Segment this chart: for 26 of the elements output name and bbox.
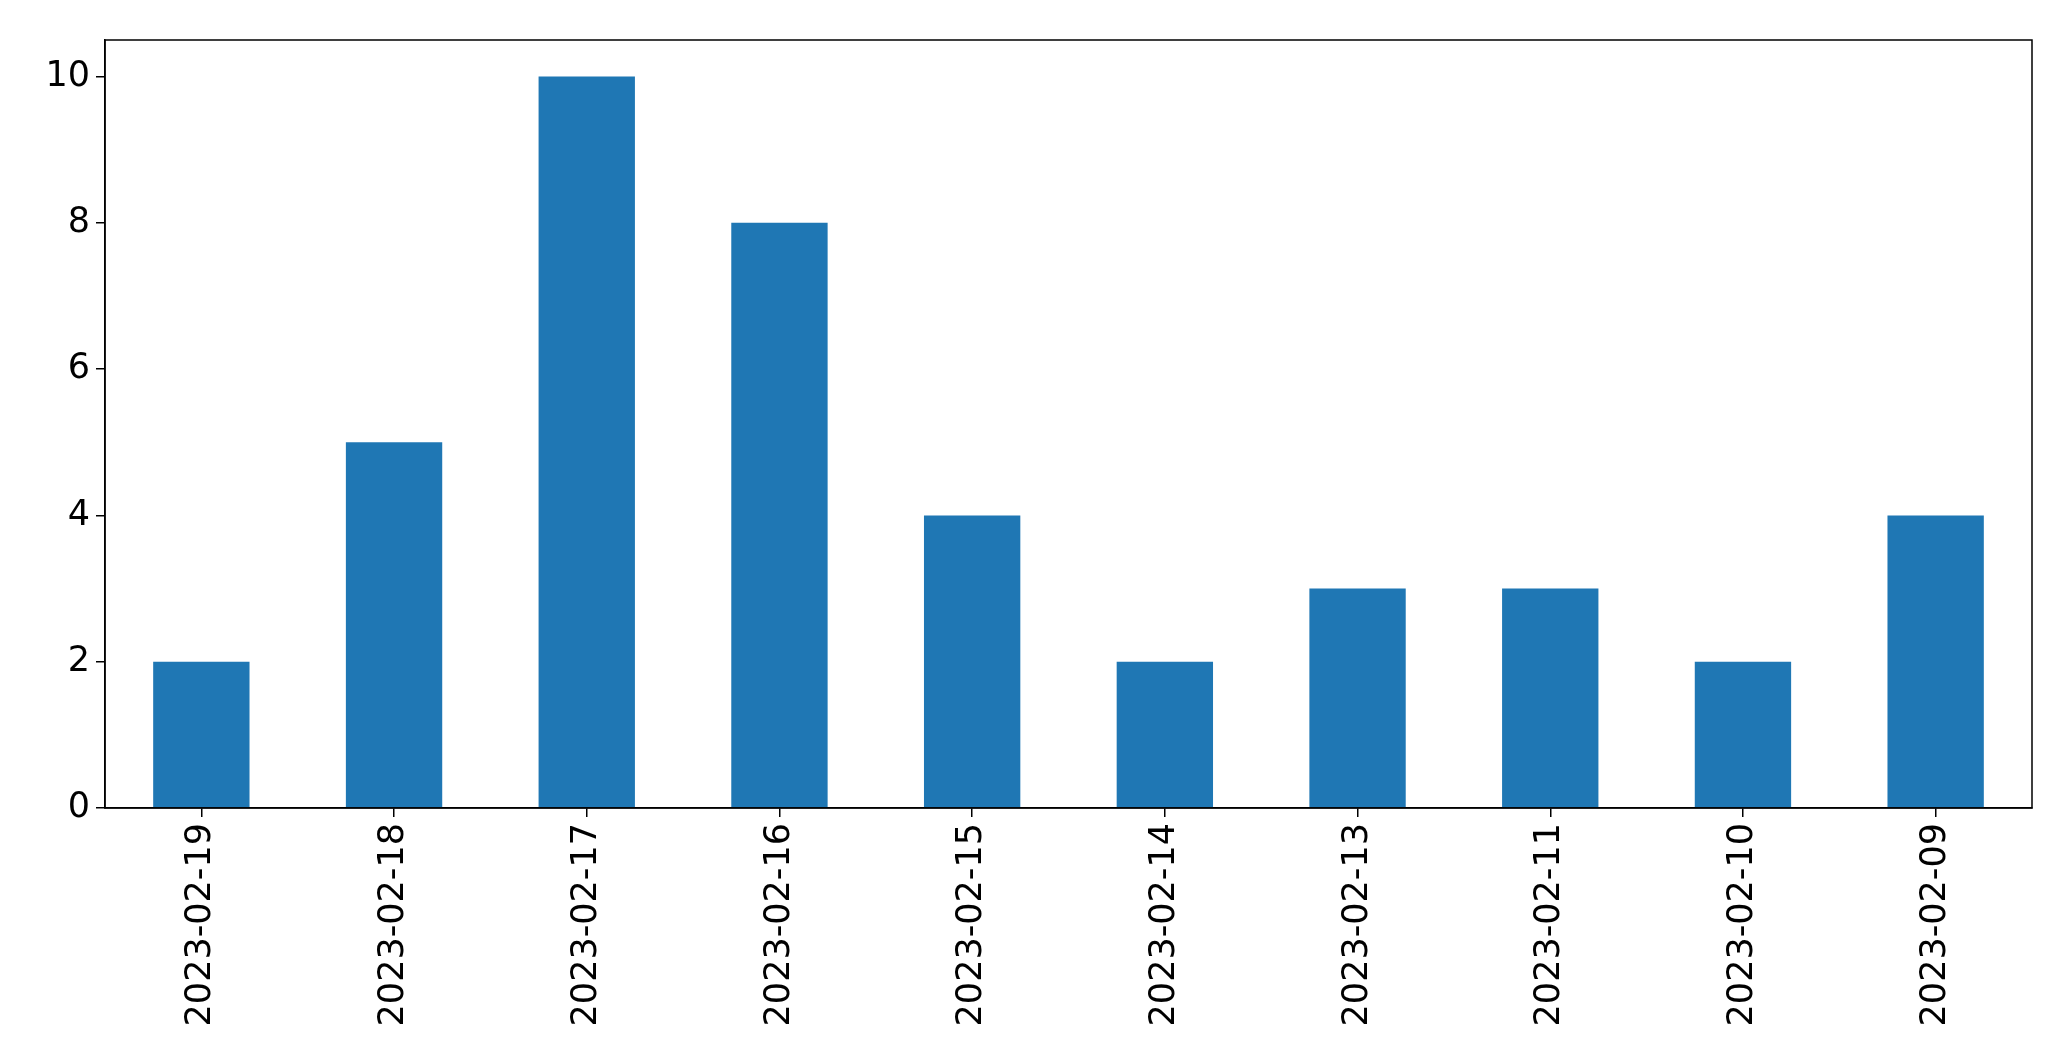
bar xyxy=(538,76,635,808)
y-tick-label: 0 xyxy=(67,785,90,826)
bar xyxy=(1887,515,1984,808)
y-tick-label: 2 xyxy=(67,638,90,679)
x-tick-label: 2023-02-18 xyxy=(371,823,412,1027)
bar xyxy=(153,661,250,808)
x-tick-label: 2023-02-09 xyxy=(1912,823,1953,1027)
bar xyxy=(923,515,1021,808)
x-tick-label: 2023-02-16 xyxy=(756,823,797,1027)
x-tick-label: 2023-02-15 xyxy=(949,823,990,1027)
x-tick-label: 2023-02-19 xyxy=(178,823,219,1027)
bar xyxy=(1694,661,1792,808)
bar xyxy=(1502,588,1599,808)
y-tick-label: 10 xyxy=(45,53,90,94)
bar xyxy=(1116,661,1214,808)
x-tick-label: 2023-02-14 xyxy=(1141,823,1182,1027)
x-tick-label: 2023-02-13 xyxy=(1334,823,1375,1027)
x-tick-label: 2023-02-10 xyxy=(1720,823,1761,1027)
y-tick-label: 8 xyxy=(67,199,90,240)
y-tick-label: 6 xyxy=(67,346,90,387)
x-tick-label: 2023-02-17 xyxy=(563,823,604,1027)
bar xyxy=(345,442,443,808)
bar xyxy=(731,222,828,808)
y-tick-label: 4 xyxy=(67,492,90,533)
x-tick-label: 2023-02-11 xyxy=(1527,823,1568,1027)
bar xyxy=(1309,588,1406,808)
